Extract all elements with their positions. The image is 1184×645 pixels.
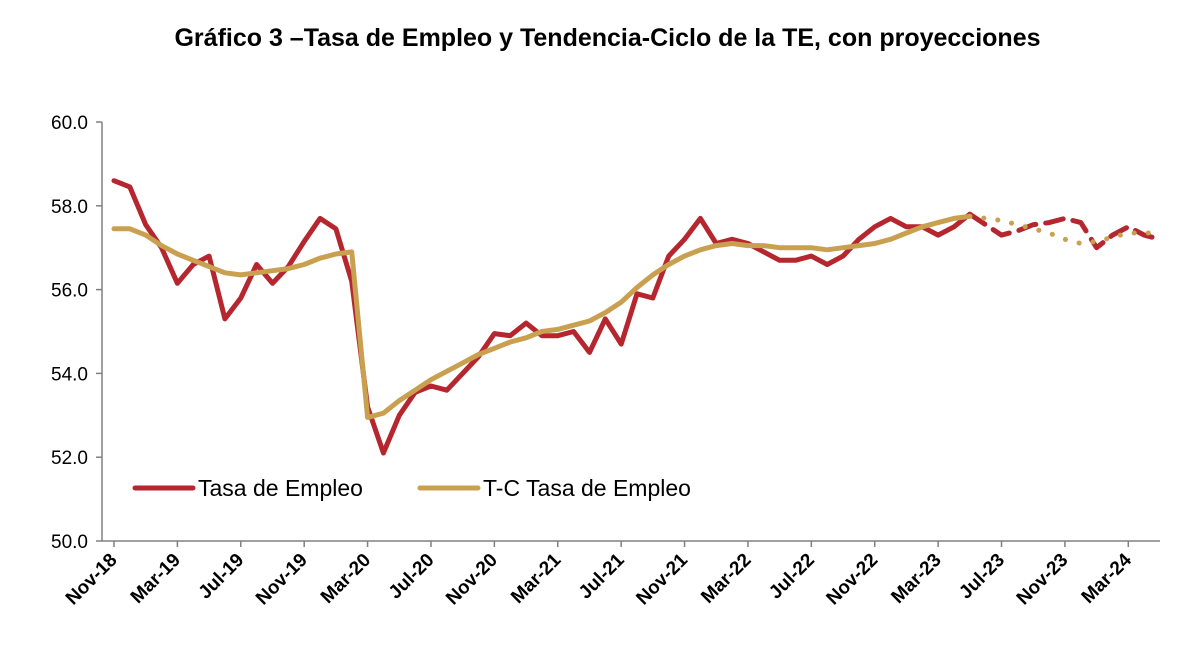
- y-tick-label: 58.0: [51, 197, 88, 218]
- x-tick-label: Mar-22: [697, 550, 755, 608]
- y-tick-label: 60.0: [51, 113, 88, 134]
- x-tick-label: Nov-20: [442, 550, 502, 610]
- legend-label: T-C Tasa de Empleo: [483, 475, 691, 501]
- x-tick-label: Nov-23: [1013, 550, 1073, 610]
- x-tick-label: Jul-20: [385, 550, 439, 604]
- y-tick-label: 54.0: [51, 364, 88, 385]
- x-tick-label: Nov-22: [823, 550, 883, 610]
- x-tick-label: Mar-20: [317, 550, 375, 608]
- series-tc-tasa-de-empleo: [111, 213, 1163, 420]
- series-line-actual: [111, 213, 973, 420]
- legend: Tasa de Empleo T-C Tasa de Empleo: [132, 475, 691, 501]
- y-tick-label: 50.0: [51, 532, 88, 553]
- x-tick-label: Jul-23: [955, 550, 1009, 604]
- series-tasa-de-empleo: [111, 178, 1163, 456]
- series-line-projection: [967, 213, 1163, 246]
- x-axis: Nov-18 Mar-19 Jul-19 Nov-19 Mar-20 Jul-20 Nov-…: [62, 540, 1160, 610]
- x-tick-label: Jul-21: [575, 549, 629, 603]
- x-tick-label: Nov-19: [252, 550, 312, 610]
- series-line-projection: [967, 211, 1163, 251]
- y-tick-label: 52.0: [51, 448, 88, 469]
- x-tick-label: Mar-21: [507, 549, 565, 607]
- x-tick-label: Nov-18: [62, 550, 122, 610]
- x-tick-label: Mar-24: [1078, 549, 1136, 607]
- x-tick-label: Jul-22: [765, 550, 819, 604]
- y-tick-label: 56.0: [51, 281, 88, 302]
- plot-area: [111, 178, 1163, 456]
- x-tick-label: Mar-23: [887, 550, 945, 608]
- x-tick-label: Jul-19: [195, 550, 249, 604]
- y-axis: 50.0 52.0 54.0 56.0 58.0 60.0: [51, 113, 103, 553]
- x-tick-label: Nov-21: [632, 549, 692, 609]
- series-line-actual: [111, 178, 973, 456]
- chart-title: Gráfico 3 –Tasa de Empleo y Tendencia-Ci…: [174, 24, 1041, 52]
- legend-label: Tasa de Empleo: [198, 475, 363, 501]
- x-tick-label: Mar-19: [127, 550, 185, 608]
